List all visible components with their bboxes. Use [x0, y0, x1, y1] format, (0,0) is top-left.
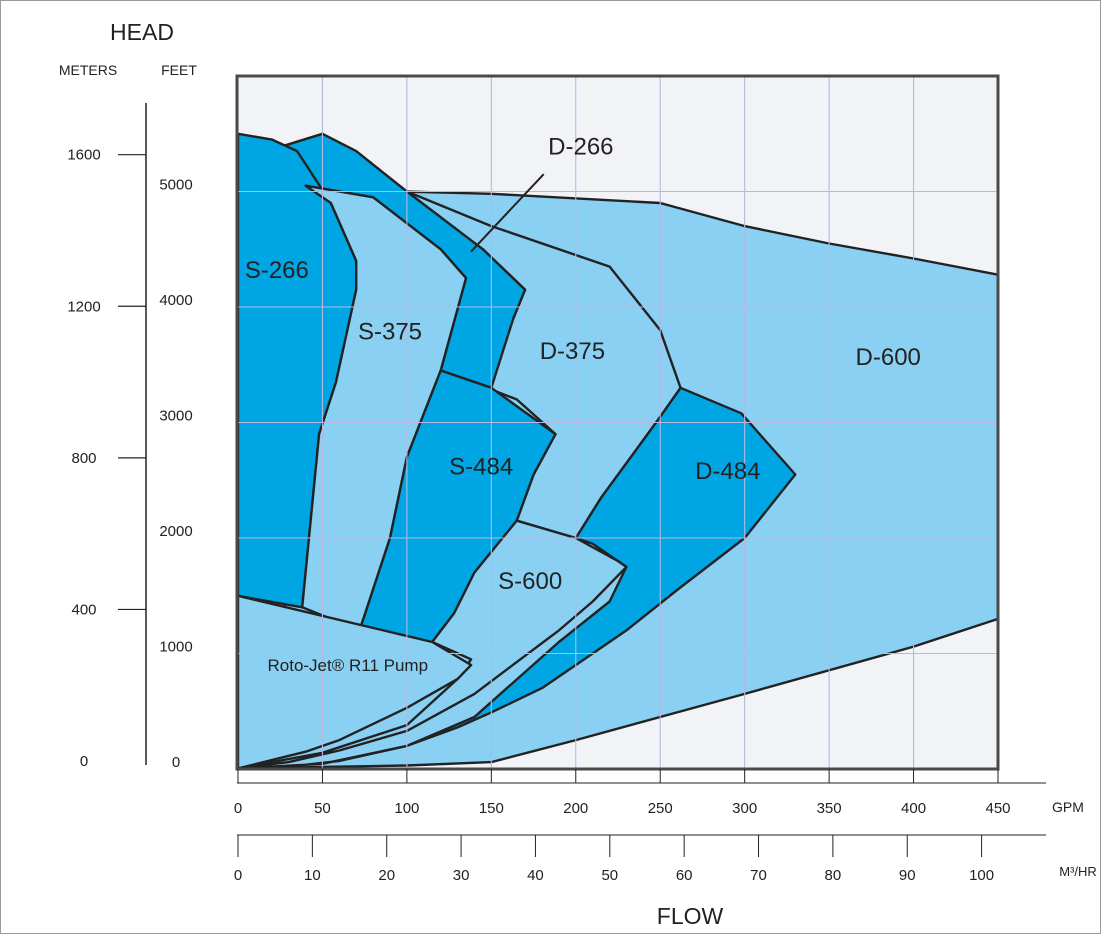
meters-tick-label: 1200	[67, 298, 100, 315]
y-axis-unit-meters: METERS	[59, 62, 117, 78]
meters-tick-label: 800	[71, 450, 96, 467]
m3hr-tick-label: 30	[453, 867, 470, 884]
gpm-tick-label: 200	[563, 800, 588, 817]
m3hr-tick-label: 40	[527, 867, 544, 884]
x-axis-unit-gpm: GPM	[1052, 799, 1084, 815]
meters-tick-label: 400	[71, 601, 96, 618]
gpm-tick-label: 400	[901, 800, 926, 817]
gpm-tick-label: 50	[314, 800, 331, 817]
gpm-tick-label: 150	[479, 800, 504, 817]
m3hr-tick-label: 60	[676, 867, 693, 884]
feet-axis-ticks: 0 1000 2000 3000 4000 5000	[159, 177, 192, 772]
m3hr-tick-label: 80	[825, 867, 842, 884]
feet-tick-label: 3000	[159, 408, 192, 425]
meters-tick-label: 0	[80, 753, 88, 770]
region-label: D-600	[856, 344, 921, 371]
meters-axis-ticks: 0 400 800 1200 1600	[67, 147, 146, 770]
m3hr-tick-label: 50	[601, 867, 618, 884]
region-label: D-375	[540, 338, 605, 365]
region-label: D-266	[548, 134, 613, 161]
region-label: Roto-Jet® R11 Pump	[267, 656, 428, 675]
y-axis-unit-feet: FEET	[161, 62, 197, 78]
feet-tick-label: 1000	[159, 639, 192, 656]
region-label: S-600	[498, 568, 562, 595]
gpm-tick-label: 0	[234, 800, 242, 817]
feet-tick-label: 0	[172, 754, 180, 771]
m3hr-tick-label: 90	[899, 867, 916, 884]
region-label: S-266	[245, 257, 309, 284]
gpm-tick-label: 450	[985, 800, 1010, 817]
y-axis-title-head: HEAD	[110, 19, 174, 45]
x-axis-unit-m3hr: M³/HR	[1059, 864, 1097, 879]
gpm-axis-ticks: 0 50 100 150 200 250 300 350 400 450	[234, 769, 1011, 817]
gpm-tick-label: 100	[394, 800, 419, 817]
gpm-tick-label: 350	[817, 800, 842, 817]
m3hr-tick-label: 10	[304, 867, 321, 884]
m3hr-tick-label: 100	[969, 867, 994, 884]
m3hr-tick-label: 20	[378, 867, 395, 884]
feet-tick-label: 2000	[159, 523, 192, 540]
gpm-tick-label: 250	[648, 800, 673, 817]
gpm-tick-label: 300	[732, 800, 757, 817]
m3hr-tick-label: 70	[750, 867, 767, 884]
region-label: D-484	[695, 458, 760, 485]
region-label: S-375	[358, 318, 422, 345]
m3hr-tick-label: 0	[234, 867, 242, 884]
meters-tick-label: 1600	[67, 147, 100, 164]
feet-tick-label: 5000	[159, 177, 192, 194]
m3hr-axis-ticks: 0 10 20 30 40 50 60 70 80 90 100	[234, 835, 994, 884]
x-axis-title-flow: FLOW	[657, 903, 724, 929]
feet-tick-label: 4000	[159, 292, 192, 309]
region-label: S-484	[449, 453, 513, 480]
